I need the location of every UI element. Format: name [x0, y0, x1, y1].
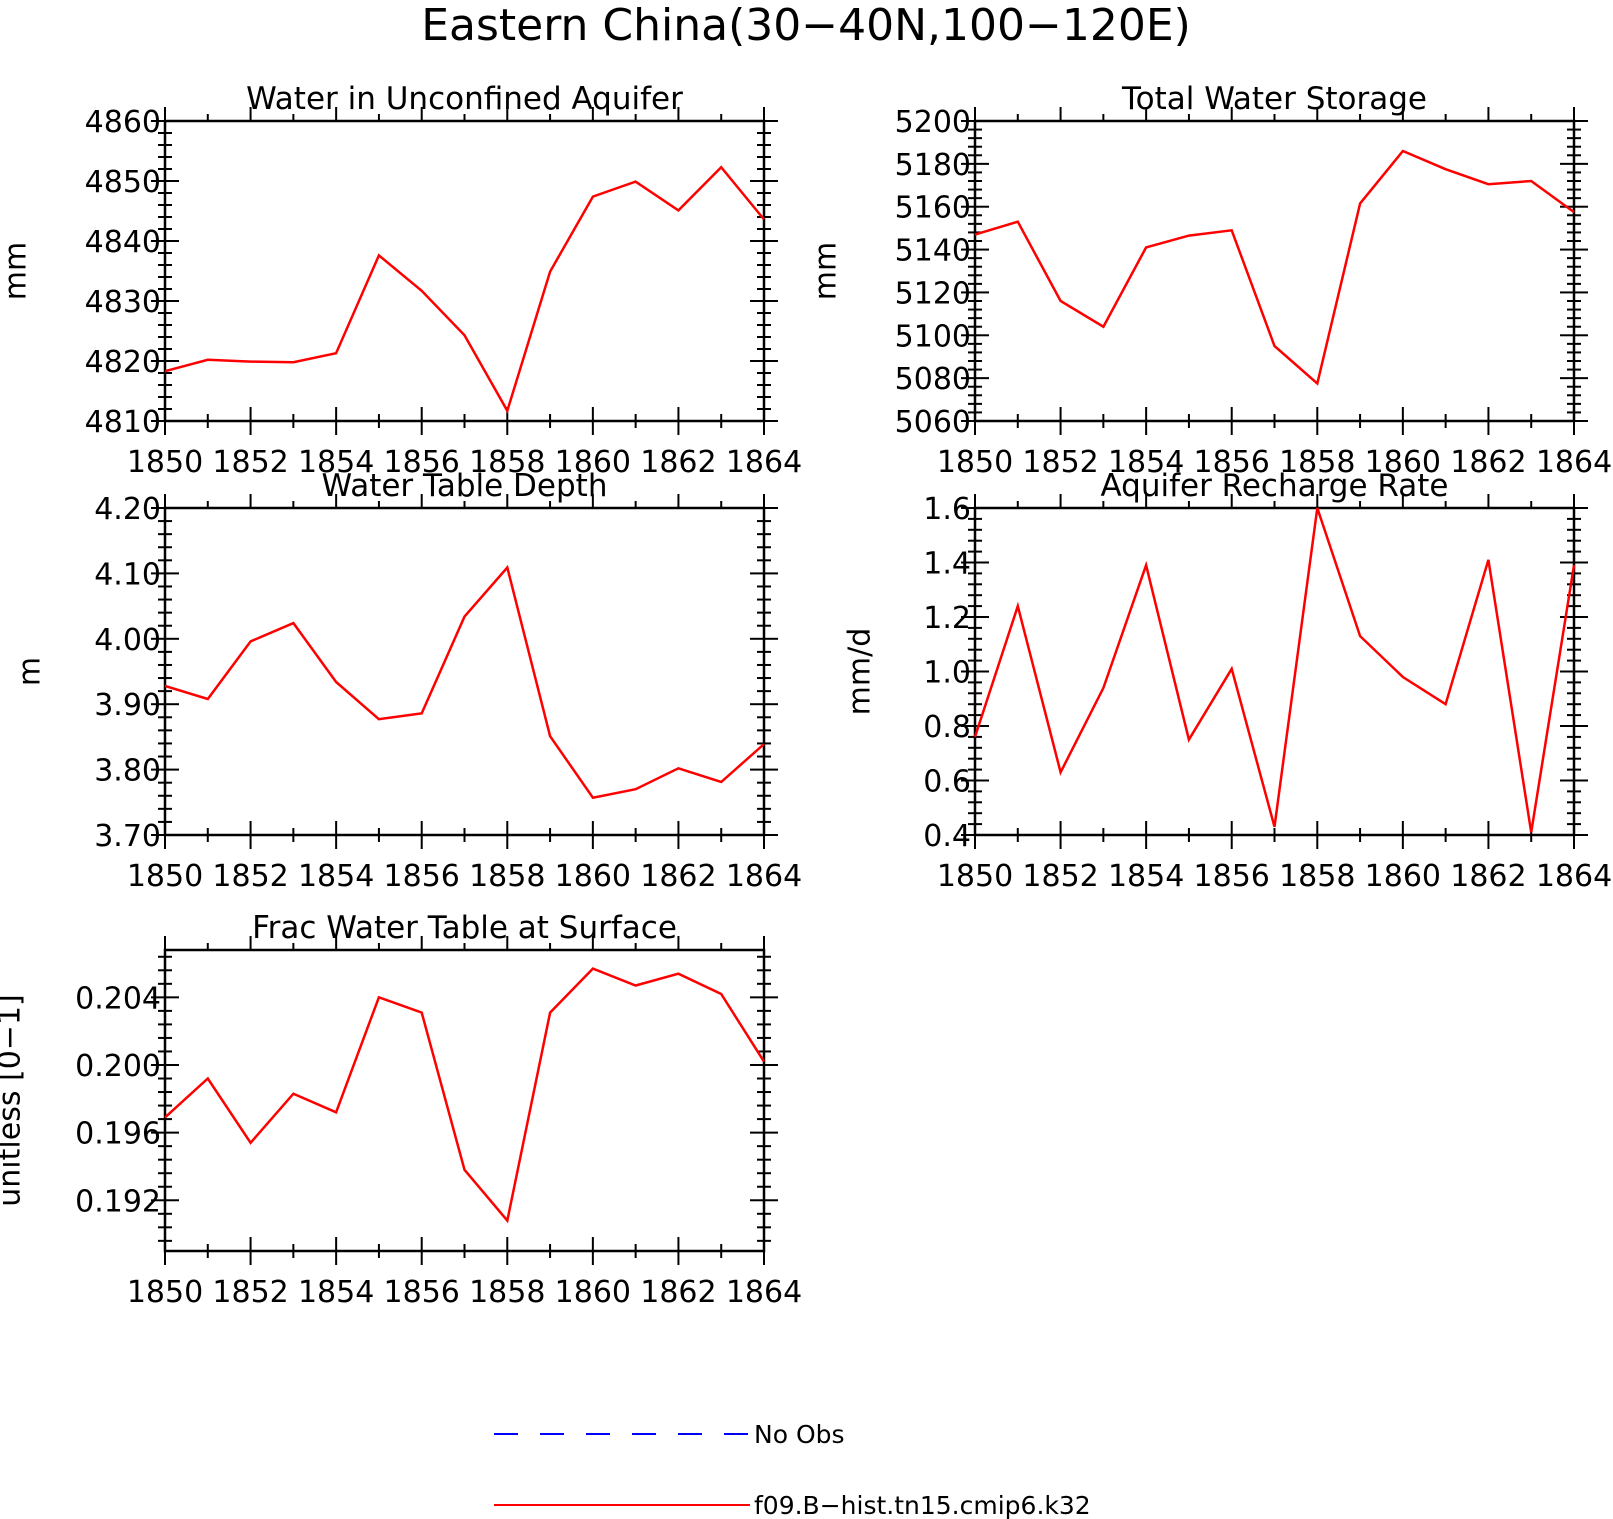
chart-panel: Water Table Depth 1850 1852 1854 1856 1858 186…: [13, 468, 803, 894]
y-tick-label: 5060: [895, 405, 971, 440]
x-tick-label: 1858: [1279, 859, 1355, 894]
series-line: [973, 507, 1576, 833]
y-tick-label: 4820: [85, 345, 161, 380]
y-tick-label: 0.200: [75, 1049, 161, 1084]
y-tick-label: 4840: [85, 225, 161, 260]
x-tick-label: 1858: [1279, 445, 1355, 480]
x-tick-label: 1860: [555, 859, 631, 894]
y-tick-label: 5180: [895, 148, 971, 183]
y-axis-label: unitless [0−1]: [0, 994, 28, 1206]
legend: No Obs f09.B−hist.tn15.cmip6.k32: [494, 1420, 1091, 1519]
chart-panel: Total Water Storage 1850 1852 1854 1856 1858 1…: [809, 81, 1613, 480]
x-tick-label: 1850: [127, 1275, 203, 1310]
x-tick-label: 1860: [555, 1275, 631, 1310]
y-tick-label: 5100: [895, 319, 971, 354]
x-tick-label: 1852: [1022, 445, 1098, 480]
y-tick-label: 4830: [85, 285, 161, 320]
x-tick-label: 1850: [937, 445, 1013, 480]
x-tick-label: 1862: [1450, 445, 1526, 480]
x-tick-label: 1858: [469, 445, 545, 480]
x-tick-label: 1856: [384, 1275, 460, 1310]
y-tick-label: 5160: [895, 191, 971, 226]
y-tick-label: 4810: [85, 405, 161, 440]
y-tick-label: 4.00: [94, 623, 161, 658]
x-tick-label: 1864: [726, 859, 802, 894]
y-tick-label: 4.20: [94, 492, 161, 527]
panel-title: Water Table Depth: [322, 468, 608, 504]
y-tick-label: 5120: [895, 276, 971, 311]
x-tick-label: 1862: [640, 859, 716, 894]
y-tick-label: 0.192: [75, 1184, 161, 1219]
y-tick-label: 5200: [895, 105, 971, 140]
y-tick-label: 1.0: [923, 656, 971, 691]
series-line: [164, 564, 765, 800]
y-tick-label: 0.8: [923, 710, 971, 745]
x-tick-label: 1864: [1536, 859, 1612, 894]
y-tick-label: 1.2: [923, 601, 971, 636]
y-tick-label: 4860: [85, 105, 161, 140]
y-axis-label: mm: [0, 242, 34, 300]
y-tick-label: 5080: [895, 362, 971, 397]
y-tick-label: 1.6: [923, 492, 971, 527]
y-tick-label: 0.204: [75, 981, 161, 1016]
x-tick-label: 1858: [469, 859, 545, 894]
x-tick-label: 1858: [469, 1275, 545, 1310]
y-tick-label: 4.10: [94, 557, 161, 592]
x-tick-label: 1862: [640, 1275, 716, 1310]
x-tick-label: 1856: [1194, 445, 1270, 480]
y-tick-label: 0.4: [923, 819, 971, 854]
y-axis-label: m: [13, 657, 48, 686]
chart-panel: Water in Unconfined Aquifer 1850 1852 1854 1…: [0, 81, 802, 480]
panel-title: Total Water Storage: [1121, 81, 1427, 117]
x-tick-label: 1852: [212, 1275, 288, 1310]
x-tick-label: 1854: [298, 445, 374, 480]
x-tick-label: 1864: [726, 445, 802, 480]
x-tick-label: 1850: [937, 859, 1013, 894]
x-tick-label: 1850: [127, 445, 203, 480]
y-tick-label: 3.80: [94, 754, 161, 789]
x-tick-label: 1862: [640, 445, 716, 480]
x-tick-label: 1856: [384, 859, 460, 894]
y-tick-label: 5140: [895, 234, 971, 269]
legend-label: f09.B−hist.tn15.cmip6.k32: [754, 1491, 1091, 1519]
x-tick-label: 1854: [298, 859, 374, 894]
x-tick-label: 1852: [212, 859, 288, 894]
x-tick-label: 1864: [726, 1275, 802, 1310]
panel-group: Water in Unconfined Aquifer 1850 1852 1854 1…: [0, 81, 1612, 1310]
x-tick-label: 1856: [384, 445, 460, 480]
chart-panel: Frac Water Table at Surface 1850 1852 1854 1…: [0, 910, 802, 1310]
x-tick-label: 1864: [1536, 445, 1612, 480]
x-tick-label: 1854: [1108, 859, 1184, 894]
y-tick-label: 4850: [85, 165, 161, 200]
y-tick-label: 3.70: [94, 819, 161, 854]
x-tick-label: 1850: [127, 859, 203, 894]
x-tick-label: 1860: [1365, 445, 1441, 480]
y-axis-label: mm: [809, 242, 844, 300]
x-tick-label: 1856: [1194, 859, 1270, 894]
x-tick-label: 1854: [298, 1275, 374, 1310]
y-tick-label: 3.90: [94, 688, 161, 723]
panel-title: Aquifer Recharge Rate: [1101, 468, 1449, 504]
chart-panel: Aquifer Recharge Rate 1850 1852 1854 1856 185…: [843, 468, 1613, 894]
panel-title: Water in Unconfined Aquifer: [246, 81, 683, 117]
panel-title: Frac Water Table at Surface: [252, 910, 677, 946]
figure-title: Eastern China(30−40N,100−120E): [421, 0, 1191, 51]
y-tick-label: 0.6: [923, 765, 971, 800]
x-tick-label: 1860: [1365, 859, 1441, 894]
x-tick-label: 1852: [212, 445, 288, 480]
x-tick-label: 1862: [1450, 859, 1526, 894]
y-tick-label: 0.196: [75, 1117, 161, 1152]
y-tick-label: 1.4: [923, 547, 971, 582]
y-axis-label: mm/d: [843, 628, 878, 716]
x-tick-label: 1852: [1022, 859, 1098, 894]
series-line: [164, 967, 766, 1224]
x-tick-label: 1854: [1108, 445, 1184, 480]
x-tick-label: 1860: [555, 445, 631, 480]
legend-label: No Obs: [754, 1420, 845, 1449]
